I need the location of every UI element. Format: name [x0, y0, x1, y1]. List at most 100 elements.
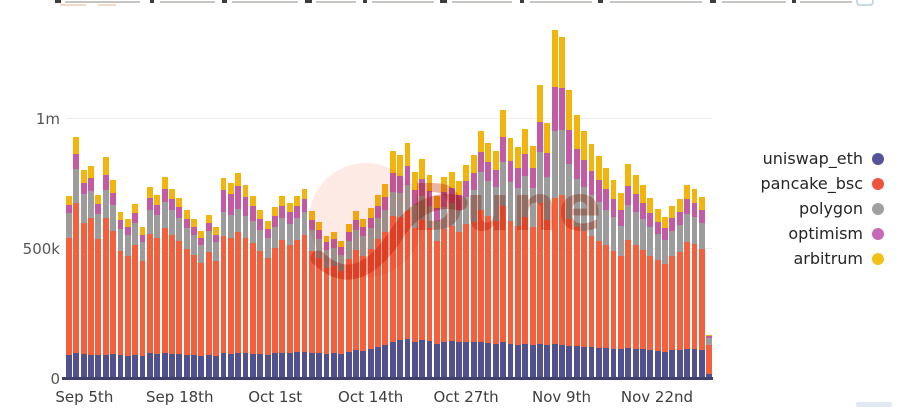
bar[interactable]: [198, 231, 205, 378]
bar[interactable]: [382, 183, 389, 378]
bar[interactable]: [88, 166, 94, 378]
bar[interactable]: [426, 174, 433, 378]
legend-item-polygon[interactable]: polygon: [760, 196, 884, 221]
bar[interactable]: [176, 198, 183, 378]
bar[interactable]: [522, 128, 529, 378]
bar[interactable]: [242, 185, 249, 378]
bar-segment-polygon: [669, 230, 676, 257]
bar[interactable]: [691, 188, 698, 378]
bar[interactable]: [433, 195, 440, 378]
bar[interactable]: [191, 218, 197, 378]
legend-item-pancake_bsc[interactable]: pancake_bsc: [760, 171, 884, 196]
legend-item-optimism[interactable]: optimism: [760, 221, 884, 246]
bar[interactable]: [544, 122, 551, 378]
bar[interactable]: [640, 185, 646, 378]
bar[interactable]: [146, 186, 153, 378]
bar[interactable]: [411, 172, 418, 378]
bar[interactable]: [117, 211, 124, 378]
bar[interactable]: [662, 216, 668, 378]
bar[interactable]: [124, 219, 131, 378]
legend-item-arbitrum[interactable]: arbitrum: [760, 246, 884, 271]
bar[interactable]: [610, 179, 617, 378]
bar[interactable]: [220, 177, 227, 378]
bar[interactable]: [537, 84, 543, 378]
bar[interactable]: [110, 179, 117, 378]
bar[interactable]: [625, 164, 632, 378]
bar-segment-optimism: [95, 203, 102, 215]
bar[interactable]: [581, 130, 588, 378]
bar[interactable]: [706, 335, 713, 378]
bar[interactable]: [573, 114, 580, 378]
bar[interactable]: [669, 205, 676, 378]
bar[interactable]: [264, 220, 271, 378]
bar[interactable]: [404, 142, 411, 378]
bar[interactable]: [294, 195, 300, 378]
bar[interactable]: [345, 224, 352, 378]
bar[interactable]: [249, 196, 256, 378]
bar[interactable]: [154, 194, 161, 378]
bar[interactable]: [213, 227, 220, 378]
bar[interactable]: [139, 227, 146, 378]
bar[interactable]: [551, 30, 558, 378]
bar[interactable]: [323, 235, 330, 378]
bar[interactable]: [353, 211, 359, 378]
bar[interactable]: [102, 157, 109, 378]
bar[interactable]: [603, 167, 610, 378]
bar-segment-optimism: [323, 242, 330, 251]
bar[interactable]: [389, 151, 396, 378]
bar[interactable]: [161, 177, 168, 378]
bar[interactable]: [588, 144, 595, 378]
bar[interactable]: [676, 199, 683, 378]
bar[interactable]: [375, 194, 381, 378]
bar[interactable]: [73, 136, 80, 378]
bar[interactable]: [559, 37, 565, 378]
bar[interactable]: [227, 182, 234, 378]
bar[interactable]: [514, 147, 521, 378]
bar[interactable]: [448, 172, 455, 378]
bar[interactable]: [95, 194, 102, 378]
bar[interactable]: [308, 211, 315, 378]
bar[interactable]: [257, 209, 264, 378]
bar[interactable]: [647, 198, 654, 378]
bar[interactable]: [272, 206, 278, 378]
bar[interactable]: [617, 192, 624, 378]
clipped-toolbar-icon[interactable]: [856, 0, 874, 6]
bar[interactable]: [470, 154, 477, 378]
bar[interactable]: [441, 177, 448, 378]
bar[interactable]: [338, 240, 345, 378]
bar[interactable]: [235, 172, 242, 378]
bar[interactable]: [595, 156, 602, 378]
bar[interactable]: [419, 159, 426, 378]
bar[interactable]: [80, 170, 87, 378]
bar[interactable]: [500, 109, 507, 378]
bar[interactable]: [654, 208, 661, 378]
bar[interactable]: [698, 196, 705, 378]
legend-item-uniswap_eth[interactable]: uniswap_eth: [760, 146, 884, 171]
bar[interactable]: [330, 231, 337, 378]
bar[interactable]: [529, 146, 536, 378]
bar[interactable]: [463, 164, 470, 378]
bar[interactable]: [183, 210, 190, 378]
bar[interactable]: [301, 188, 308, 378]
bar[interactable]: [684, 185, 691, 378]
bar[interactable]: [397, 154, 404, 378]
bar[interactable]: [485, 142, 492, 378]
bar-segment-polygon: [367, 228, 374, 249]
bar[interactable]: [279, 195, 286, 378]
bar[interactable]: [492, 151, 499, 378]
bar[interactable]: [507, 138, 514, 378]
bar[interactable]: [360, 218, 367, 378]
bar[interactable]: [66, 196, 72, 378]
bar[interactable]: [456, 180, 462, 378]
bar[interactable]: [132, 204, 139, 378]
bar-segment-arbitrum: [654, 208, 661, 222]
bar[interactable]: [169, 188, 175, 378]
bar[interactable]: [566, 89, 573, 378]
bar[interactable]: [632, 174, 639, 378]
bar-segment-uniswap_eth: [500, 342, 507, 378]
bar[interactable]: [316, 222, 323, 378]
bar[interactable]: [286, 203, 293, 378]
bar[interactable]: [367, 208, 374, 378]
bar[interactable]: [205, 214, 212, 378]
bar[interactable]: [478, 131, 484, 378]
